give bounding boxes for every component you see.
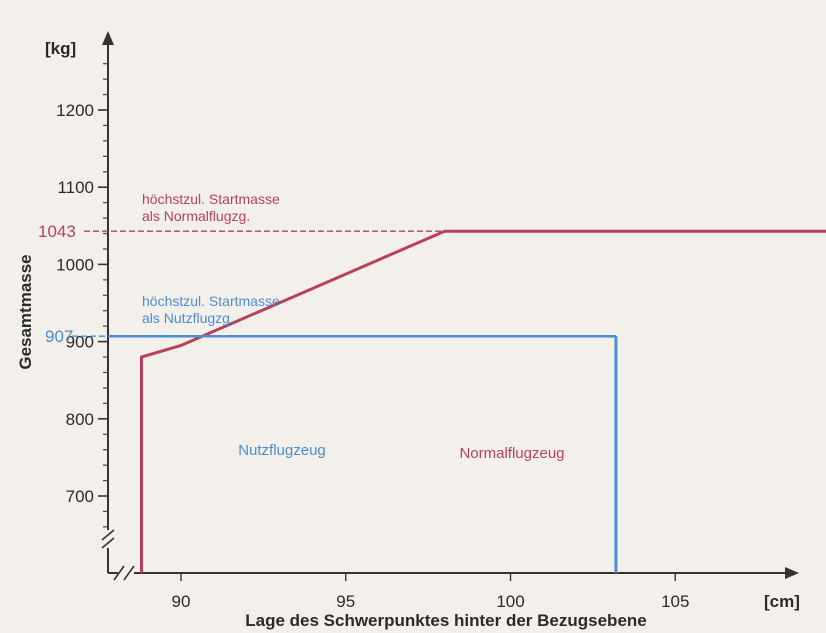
y-tick-label: 900 <box>66 333 94 352</box>
y-unit-label: [kg] <box>45 39 76 58</box>
x-unit-label: [cm] <box>764 592 800 611</box>
x-tick-label: 105 <box>661 592 689 611</box>
y-tick-label: 1000 <box>56 255 94 274</box>
x-tick-label: 95 <box>336 592 355 611</box>
reference-label-907: 907 <box>45 327 73 346</box>
x-axis-break-mark <box>113 565 125 581</box>
y-tick-label: 1100 <box>57 178 94 197</box>
annotation-nutz-line2: als Nutzflugzg. <box>142 310 234 326</box>
region-label-nutzflugzeug: Nutzflugzeug <box>238 442 326 459</box>
x-tick-label: 90 <box>172 592 191 611</box>
y-tick-label: 700 <box>66 487 94 506</box>
y-tick-label: 800 <box>66 410 94 429</box>
reference-label-1043: 1043 <box>38 222 76 241</box>
y-axis-break-mark <box>101 537 115 549</box>
reference-lines: 1043 907 <box>38 222 616 346</box>
annotation-normal-line1: höchstzul. Startmasse <box>142 191 280 207</box>
y-tick-label: 1200 <box>56 101 94 120</box>
region-label-normalflugzeug: Normalflugzeug <box>459 445 564 462</box>
annotation-nutz-line1: höchstzul. Startmasse <box>142 293 280 309</box>
x-tick-label: 100 <box>496 592 524 611</box>
envelope-lines <box>108 229 826 573</box>
chart-labels: [kg] [cm] Lage des Schwerpunktes hinter de… <box>16 39 800 630</box>
y-axis-arrow <box>102 31 114 45</box>
y-axis-break-mark <box>101 529 115 541</box>
annotation-normal-line2: als Normalflugzg. <box>142 208 250 224</box>
y-axis-title: Gesamtmasse <box>16 254 35 369</box>
normalflugzeug-envelope-line <box>140 229 826 573</box>
x-axis-title: Lage des Schwerpunktes hinter der Bezugs… <box>245 611 647 630</box>
axes: 7008009001000110012009095100105110115120… <box>56 31 799 611</box>
x-axis-break-mark <box>123 565 135 581</box>
x-axis-arrow <box>785 567 799 579</box>
